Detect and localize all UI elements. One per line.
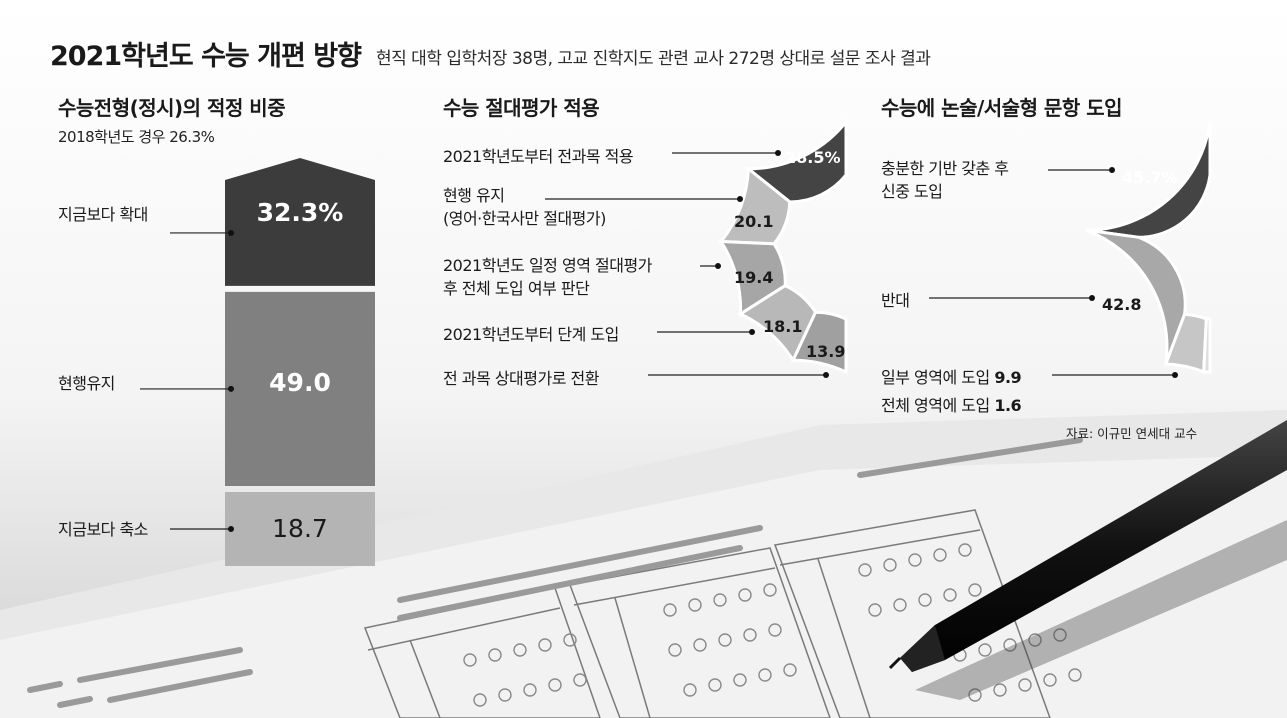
donut1-title: 수능 절대평가 적용 [443, 96, 600, 120]
donut1-value-gradual: 18.1 [763, 317, 803, 336]
bar-chart-title: 수능전형(정시)의 적정 비중 [58, 96, 286, 120]
donut2-label-oppose: 반대 [881, 291, 910, 310]
donut2-segment [1202, 317, 1212, 374]
donut1-value-relative: 13.9 [806, 342, 846, 361]
pen [888, 420, 1287, 700]
donut2-label-careful: 충분한 기반 갖춘 후 신중 도입 [881, 159, 1009, 201]
donut1-leader-dot [737, 196, 743, 202]
bar-label-reduce: 지금보다 축소 [58, 520, 148, 539]
bar-chart-note: 2018학년도 경우 26.3% [58, 128, 215, 146]
donut1-segment [790, 310, 848, 375]
donut1-label-gradual: 2021학년도부터 단계 도입 [443, 325, 619, 344]
bar-value-reduce: 18.7 [272, 514, 328, 543]
bar-label-keep: 현행유지 [58, 374, 115, 393]
donut2-value-careful: 45.7% [1122, 168, 1178, 187]
donut1-label-keep-current: 현행 유지 (영어·한국사만 절대평가) [443, 186, 606, 228]
donut2-title: 수능에 논술/서술형 문항 도입 [881, 96, 1123, 120]
bar-leader-dot [228, 229, 234, 236]
donut2-leader-dot [1089, 295, 1095, 301]
bar-segment [225, 158, 375, 286]
donut1-leader-dot [775, 150, 781, 156]
bar-leader-dot [228, 525, 234, 532]
donut1-label-partial-then-decide: 2021학년도 일정 영역 절대평가 후 전체 도입 여부 판단 [443, 256, 652, 298]
donut1-label-all-subjects: 2021학년도부터 전과목 적용 [443, 147, 634, 166]
donut1-label-relative: 전 과목 상대평가로 전환 [443, 369, 599, 388]
donut2-label-partial: 일부 영역에 도입 9.9 [881, 368, 1022, 387]
bar-segment [225, 291, 375, 486]
bar-leader-dot [228, 385, 234, 392]
donut2-leader-dot [1109, 167, 1115, 173]
page-subtitle: 현직 대학 입학처장 38명, 고교 진학지도 관련 교사 272명 상대로 설… [376, 49, 931, 69]
donut2-label-all: 전체 영역에 도입 1.6 [881, 396, 1022, 415]
donut1-value-keep-current: 20.1 [734, 212, 774, 231]
bar-value-expand: 32.3% [256, 198, 344, 227]
donut1-leader-dot [715, 263, 721, 269]
donut1-leader-dot [823, 372, 829, 378]
donut2-value-oppose: 42.8 [1102, 295, 1142, 314]
bar-label-expand: 지금보다 확대 [58, 205, 148, 224]
donut1-value-all-subjects: 28.5% [785, 148, 841, 167]
page-title: 2021학년도 수능 개편 방향 [50, 41, 362, 72]
source-note: 자료: 이규민 연세대 교수 [1066, 426, 1198, 441]
donut2-leader-dot [1172, 372, 1178, 378]
bar-value-keep: 49.0 [269, 368, 331, 397]
bar-segment [225, 491, 375, 566]
donut1-leader-dot [749, 329, 755, 335]
donut1-value-partial-then-decide: 19.4 [734, 268, 774, 287]
